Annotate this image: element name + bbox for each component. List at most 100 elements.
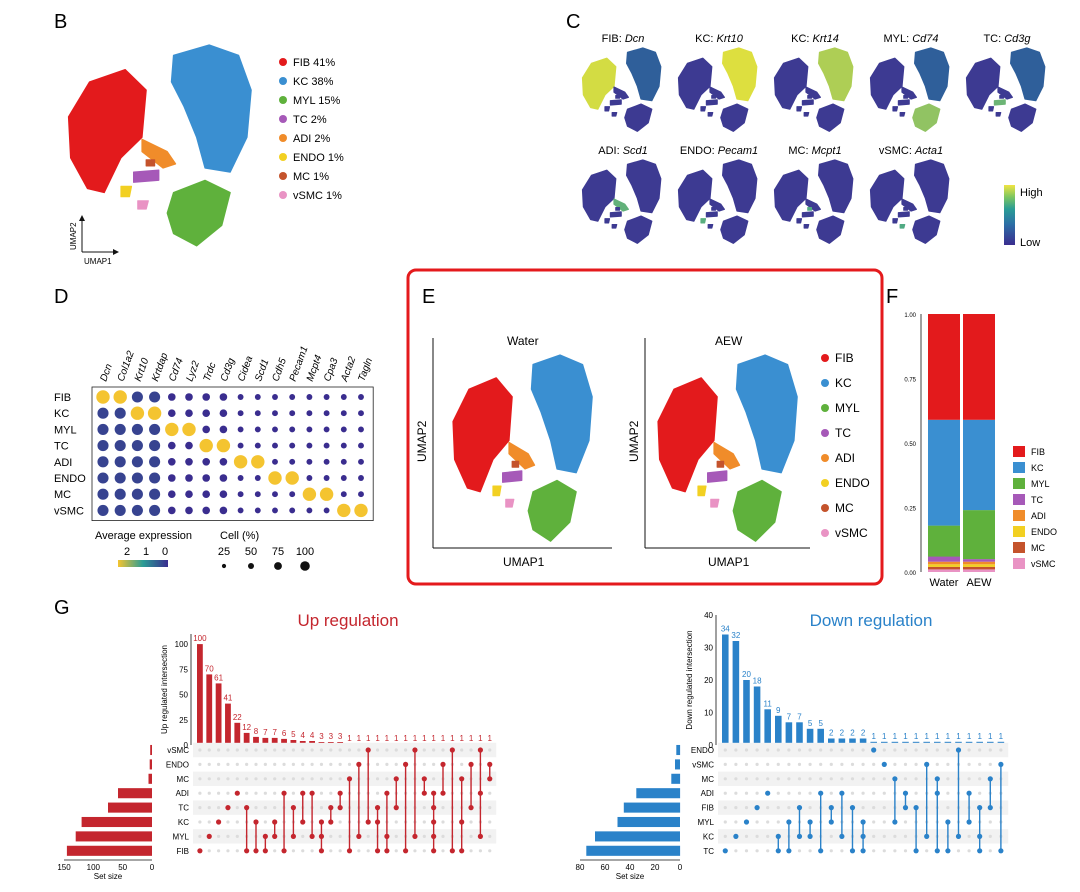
upset-matrix-empty-dot (301, 748, 305, 752)
upset-matrix-empty-dot (432, 762, 436, 767)
dotplot-dot (182, 422, 196, 437)
upset-matrix-dot (374, 805, 381, 811)
panel-e-right-title: AEW (715, 334, 743, 348)
upset-intersection-bar (253, 736, 259, 745)
upset-intersection-bar (722, 634, 729, 745)
upset-matrix-dot (421, 776, 427, 782)
stacked-bar-y-tick: 1.00 (904, 313, 916, 319)
upset-matrix-empty-dot (291, 791, 295, 795)
upset-matrix-empty-dot (273, 748, 277, 752)
upset-matrix-empty-dot (734, 806, 738, 810)
upset-matrix-dot (318, 819, 325, 825)
umap-b-cluster-myl (166, 179, 231, 247)
dotplot-dot (167, 441, 176, 450)
upset-matrix-empty-dot (988, 820, 992, 824)
upset-matrix-empty-dot (744, 849, 749, 853)
dotplot-dot (272, 442, 278, 449)
umap-b-cluster-tc (133, 169, 160, 183)
dotplot-dot (149, 472, 161, 484)
feature-1-cluster-endo (700, 106, 707, 112)
upset-matrix-empty-dot (422, 806, 426, 810)
upset-matrix-empty-dot (198, 806, 202, 810)
umap-e-aew-cluster-vsmc (710, 498, 720, 508)
dotplot-dot (323, 410, 330, 417)
upset-bar-value-label: 1 (441, 734, 446, 743)
upset-set-label: vSMC (692, 760, 714, 769)
upset-set-tick: 0 (150, 863, 155, 872)
upset-set-label: KC (178, 818, 189, 827)
upset-matrix-dot (225, 805, 231, 811)
upset-intersection-bar (806, 728, 814, 746)
upset-bar-value-label: 12 (242, 723, 251, 732)
legend-f-label: FIB (1031, 447, 1045, 457)
upset-matrix-dot (234, 790, 240, 796)
upset-matrix-dot (913, 805, 919, 811)
upset-matrix-dot (849, 848, 856, 854)
feature-2-cluster-kc (818, 47, 854, 102)
upset-matrix-dot (384, 833, 390, 840)
upset-matrix-empty-dot (776, 806, 780, 810)
legend-b-label: KC 38% (293, 76, 334, 88)
upset-bar-value-label: 22 (233, 713, 242, 722)
dotplot-dot (149, 488, 161, 500)
dotplot-dot (114, 456, 126, 468)
feature-1-cluster-tc (705, 99, 718, 106)
legend-f-swatch (1013, 446, 1025, 457)
upset-matrix-empty-dot (861, 748, 865, 752)
upset-matrix-dot (892, 819, 898, 825)
dotplot-dot (237, 507, 244, 514)
legend-e-swatch (821, 354, 829, 362)
upset-matrix-empty-dot (441, 849, 445, 853)
upset-matrix-empty-dot (829, 748, 833, 752)
dotplot-pct-dot (248, 563, 254, 569)
feature-plot-title: ENDO: Pecam1 (680, 145, 758, 157)
upset-matrix-empty-dot (734, 762, 738, 767)
upset-matrix-empty-dot (723, 748, 727, 752)
dotplot-dot (272, 491, 278, 498)
upset-matrix-empty-dot (776, 791, 780, 795)
upset-matrix-empty-dot (766, 762, 770, 767)
colorbar-gradient (1004, 185, 1015, 245)
legend-e-swatch (821, 479, 829, 487)
upset-matrix-dot (881, 761, 887, 768)
upset-matrix-empty-dot (882, 806, 886, 810)
upset-bar-value-label: 11 (764, 699, 773, 708)
upset-bar-value-label: 3 (319, 732, 324, 741)
umap-b-x-label: UMAP1 (84, 257, 112, 266)
upset-matrix-empty-dot (301, 762, 305, 767)
upset-matrix-empty-dot (282, 777, 286, 781)
upset-matrix-empty-dot (460, 762, 464, 767)
upset-matrix-empty-dot (254, 748, 258, 752)
upset-matrix-empty-dot (273, 777, 277, 781)
feature-plot-title: TC: Cd3g (983, 33, 1031, 45)
upset-matrix-empty-dot (766, 748, 770, 752)
feature-4-cluster-tc (993, 99, 1006, 106)
feature-6-cluster-endo (700, 218, 707, 224)
upset-matrix-empty-dot (385, 762, 389, 767)
upset-matrix-dot (374, 819, 381, 825)
upset-bar-value-label: 1 (413, 734, 418, 743)
upset-set-size-bar (675, 759, 680, 770)
legend-b-label: FIB 41% (293, 57, 335, 69)
upset-matrix-empty-dot (787, 762, 791, 767)
dotplot-dot (289, 507, 296, 514)
dotplot-dot (289, 394, 296, 400)
upset-matrix-dot (459, 819, 465, 825)
feature-plot-title: MC: Mcpt1 (788, 145, 841, 157)
upset-matrix-empty-dot (872, 777, 876, 781)
dotplot-avg-tick: 0 (162, 546, 168, 558)
dotplot-dot (237, 491, 244, 498)
upset-matrix-empty-dot (254, 806, 258, 810)
upset-matrix-dot (402, 848, 409, 854)
upset-matrix-empty-dot (744, 762, 749, 767)
upset-matrix-dot (346, 776, 353, 782)
upset-matrix-empty-dot (988, 834, 992, 839)
upset-row-stripe (193, 771, 497, 786)
panel-c-feature-plots: FIB: Dcn KC: Krt10 KC: Krt14 MYL: Cd74 TC: C… (581, 33, 1046, 244)
feature-4-cluster-mc (999, 95, 1004, 99)
upset-matrix-dot (977, 833, 983, 840)
legend-e-label: MC (835, 501, 854, 515)
stacked-bar-category-label: AEW (966, 577, 992, 589)
upset-matrix-empty-dot (338, 762, 342, 767)
upset-matrix-empty-dot (469, 849, 473, 853)
